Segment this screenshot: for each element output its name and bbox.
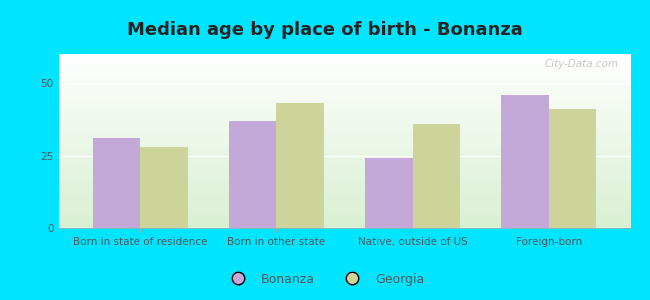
Bar <box>276 103 324 228</box>
Legend: Bonanza, Georgia: Bonanza, Georgia <box>221 268 429 291</box>
Bar <box>229 121 276 228</box>
Text: Median age by place of birth - Bonanza: Median age by place of birth - Bonanza <box>127 21 523 39</box>
Bar <box>140 147 188 228</box>
Bar <box>413 124 460 228</box>
Bar <box>501 94 549 228</box>
Text: City-Data.com: City-Data.com <box>545 59 619 69</box>
Bar <box>92 138 140 228</box>
Bar <box>549 109 597 228</box>
Bar <box>365 158 413 228</box>
